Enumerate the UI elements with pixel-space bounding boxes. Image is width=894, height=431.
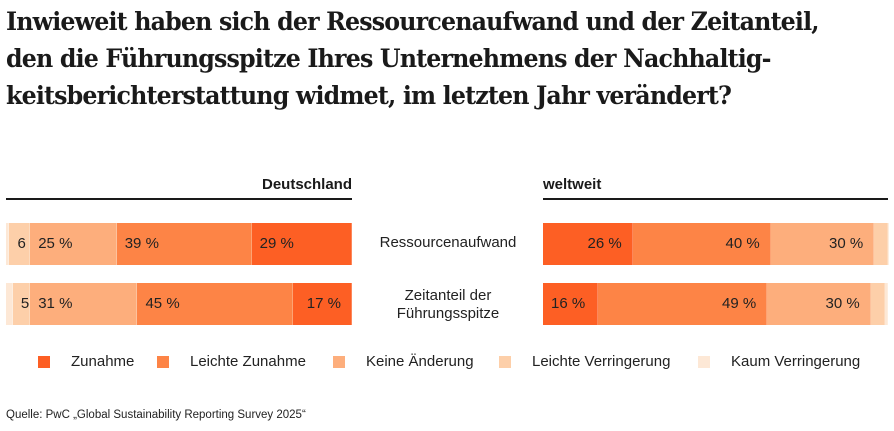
bar-segment-leichte-zunahme: 45 % <box>137 283 294 325</box>
bar-segment-kaum-verringerung <box>6 223 10 265</box>
legend-swatch <box>157 355 169 368</box>
bar-weltweit-ressourcenaufwand: 26 % 40 % 30 % <box>543 223 889 265</box>
data-label: 45 % <box>145 295 180 312</box>
bar-segment-keine-aenderung: 30 % <box>767 283 871 325</box>
data-label: 25 % <box>38 235 73 252</box>
bar-segment-zunahme: 29 % <box>251 223 352 265</box>
bar-segment-kaum-verringerung <box>888 223 889 265</box>
panel-title-weltweit: weltweit <box>543 176 602 193</box>
bar-weltweit-zeitanteil: 16 % 49 % 30 % <box>543 283 888 325</box>
legend-item-leichte-verringerung: Leichte Verringerung <box>499 353 670 370</box>
bar-segment-leichte-verringerung <box>870 283 885 325</box>
legend-swatch <box>698 355 710 368</box>
bar-segment-kaum-verringerung <box>884 283 888 325</box>
data-label: 30 % <box>828 235 864 252</box>
legend-item-kaum-verringerung: Kaum Verringerung <box>698 353 860 370</box>
data-label: 17 % <box>306 295 341 312</box>
data-label: 26 % <box>587 235 622 252</box>
data-label: 29 % <box>259 235 294 252</box>
data-label: 30 % <box>825 295 860 312</box>
bar-deutschland-ressourcenaufwand: 6 25 % 39 % 29 % <box>6 223 352 265</box>
bar-segment-zunahme: 16 % <box>543 283 599 325</box>
bar-segment-leichte-zunahme: 40 % <box>632 223 771 265</box>
data-label: 39 % <box>124 235 159 252</box>
bar-segment-leichte-verringerung: 6 <box>9 223 31 265</box>
legend-swatch <box>333 355 345 368</box>
data-label: 6 <box>17 235 26 252</box>
panel-title-deutschland: Deutschland <box>261 176 352 193</box>
legend-item-leichte-zunahme: Leichte Zunahme <box>157 353 306 370</box>
legend-item-zunahme: Zunahme <box>38 353 134 370</box>
legend-label: Keine Änderung <box>366 353 474 370</box>
bar-segment-keine-aenderung: 25 % <box>30 223 117 265</box>
category-label-line: Zeitanteil der <box>404 287 492 304</box>
title-line: keitsberichterstattung widmet, im letzte… <box>6 81 732 111</box>
bar-segment-leichte-verringerung <box>874 223 888 265</box>
legend: Zunahme Leichte Zunahme Keine Änderung L… <box>0 353 894 373</box>
bar-segment-keine-aenderung: 30 % <box>770 223 875 265</box>
legend-swatch <box>499 355 511 368</box>
legend-item-keine-aenderung: Keine Änderung <box>333 353 474 370</box>
category-label-zeitanteil: Zeitanteil der Führungsspitze <box>358 287 538 323</box>
panel-rule-deutschland <box>6 198 352 200</box>
legend-label: Kaum Verringerung <box>731 353 861 370</box>
bar-segment-leichte-zunahme: 39 % <box>116 223 252 265</box>
category-label-line: Führungsspitze <box>396 305 500 322</box>
bar-deutschland-zeitanteil: 5 31 % 45 % 17 % <box>6 283 352 325</box>
source-note: Quelle: PwC „Global Sustainability Repor… <box>6 409 306 421</box>
bar-segment-kaum-verringerung <box>6 283 13 325</box>
title-line: Inwieweit haben sich der Ressourcenaufwa… <box>6 7 820 37</box>
data-label: 5 <box>20 295 30 312</box>
data-label: 16 % <box>551 295 586 312</box>
bar-segment-zunahme: 26 % <box>543 223 633 265</box>
chart-title: Inwieweit haben sich der Ressourcenaufwa… <box>6 4 829 115</box>
bar-segment-leichte-verringerung: 5 <box>12 283 31 325</box>
legend-label: Zunahme <box>71 353 135 370</box>
data-label: 31 % <box>38 295 73 312</box>
legend-label: Leichte Zunahme <box>190 353 306 370</box>
bar-segment-keine-aenderung: 31 % <box>30 283 138 325</box>
bar-segment-leichte-zunahme: 49 % <box>598 283 768 325</box>
category-label-ressourcenaufwand: Ressourcenaufwand <box>379 234 517 251</box>
legend-label: Leichte Verringerung <box>532 353 671 370</box>
data-label: 40 % <box>725 235 760 252</box>
panel-rule-weltweit <box>543 198 888 200</box>
bar-segment-zunahme: 17 % <box>293 283 352 325</box>
data-label: 49 % <box>722 295 757 312</box>
title-line: den die Führungsspitze Ihres Unternehmen… <box>6 44 772 74</box>
legend-swatch <box>38 355 50 368</box>
